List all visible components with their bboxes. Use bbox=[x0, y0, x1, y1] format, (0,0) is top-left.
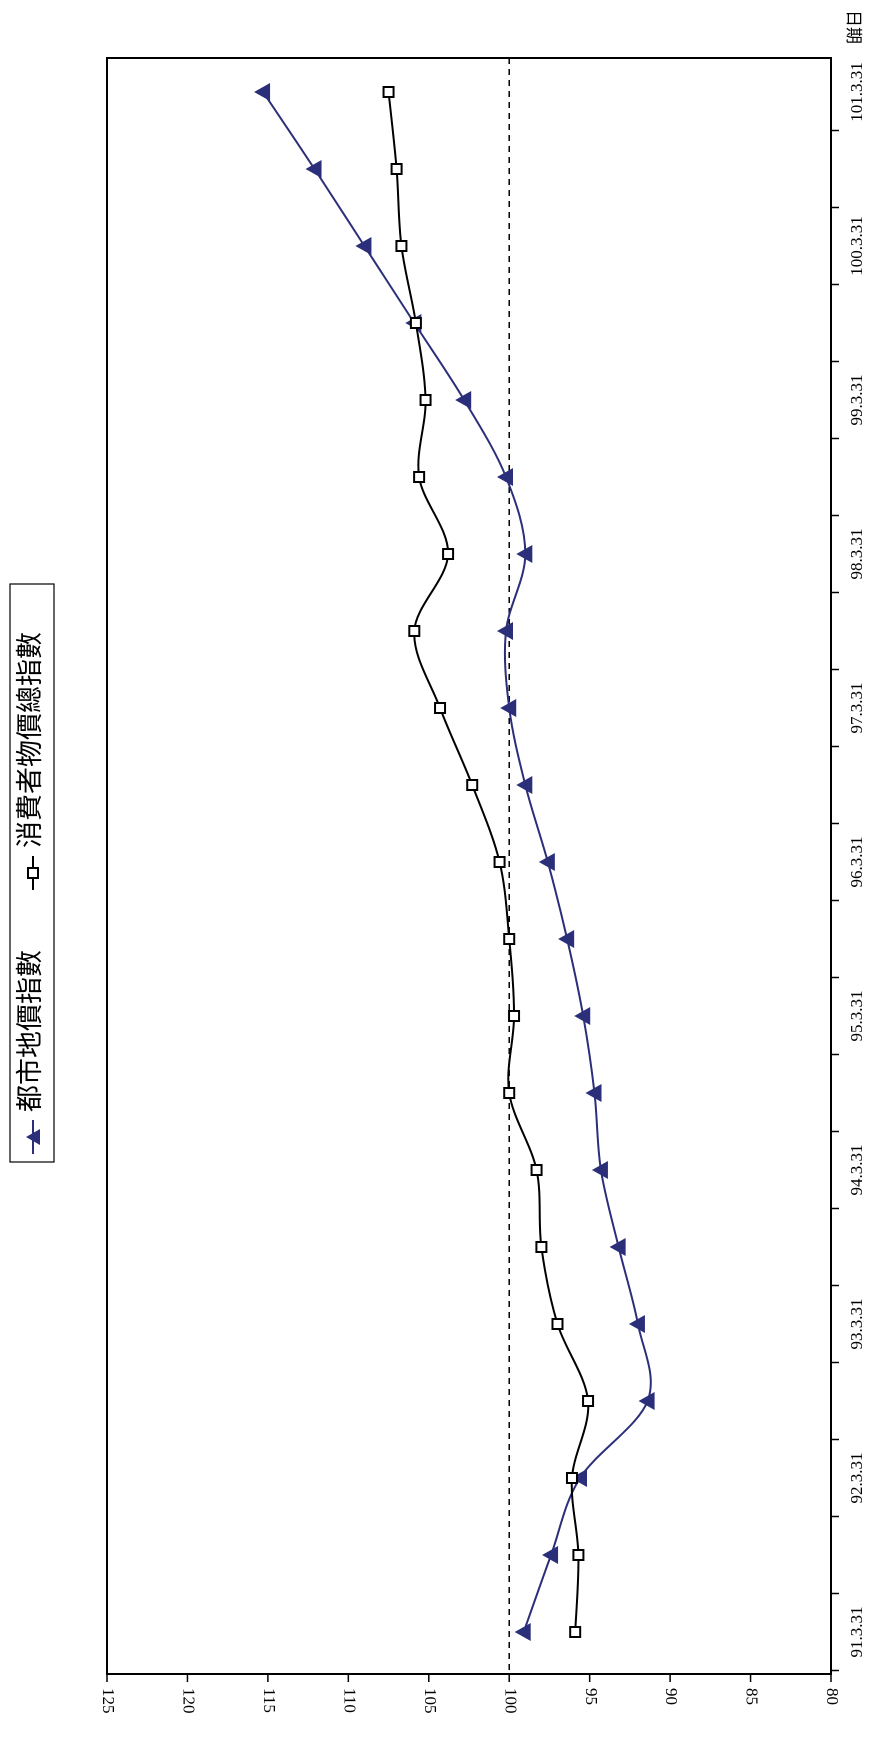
value-tick-label: 105 bbox=[421, 1688, 440, 1714]
date-tick-label: 98.3.31 bbox=[847, 529, 866, 580]
data-point-square bbox=[565, 1472, 578, 1484]
data-point-triangle bbox=[591, 1161, 608, 1179]
data-point-triangle bbox=[497, 468, 514, 486]
date-tick-label: 101.3.31 bbox=[847, 62, 866, 122]
x-axis-title: 日期 bbox=[844, 10, 863, 44]
data-point-triangle bbox=[638, 1392, 655, 1410]
data-point-triangle bbox=[254, 83, 271, 101]
value-tick-label: 95 bbox=[582, 1688, 601, 1705]
series-1 bbox=[382, 86, 595, 1638]
data-point-square bbox=[419, 394, 432, 406]
data-point-square bbox=[535, 1241, 548, 1253]
date-tick-label: 96.3.31 bbox=[847, 837, 866, 888]
value-tick-label: 80 bbox=[823, 1688, 842, 1705]
date-tick-label: 93.3.31 bbox=[847, 1299, 866, 1350]
data-point-triangle bbox=[500, 699, 517, 717]
data-point-square bbox=[569, 1626, 582, 1638]
data-point-triangle bbox=[497, 622, 514, 640]
data-point-triangle bbox=[455, 391, 472, 409]
data-point-square bbox=[551, 1318, 564, 1330]
data-point-square bbox=[434, 702, 447, 714]
data-point-square bbox=[382, 86, 395, 98]
data-point-square bbox=[572, 1549, 585, 1561]
plot-frame bbox=[106, 57, 832, 1675]
data-point-triangle bbox=[558, 930, 575, 948]
data-point-triangle bbox=[571, 1469, 588, 1487]
data-point-square bbox=[508, 1010, 521, 1022]
legend-label-cpi: 消費者物價總指數 bbox=[15, 632, 45, 848]
data-point-square bbox=[390, 163, 403, 175]
value-tick-label: 110 bbox=[340, 1688, 359, 1713]
date-tick-label: 94.3.31 bbox=[847, 1145, 866, 1196]
value-tick-label: 100 bbox=[501, 1688, 520, 1714]
axis-layer: 80 85 90 95 100 105 110 115 120 125 91.3.31 92.3.31… bbox=[99, 62, 866, 1713]
data-point-square bbox=[408, 625, 421, 637]
date-tick-label: 99.3.31 bbox=[847, 375, 866, 426]
data-point-square bbox=[493, 856, 506, 868]
value-tick-label: 90 bbox=[662, 1688, 681, 1705]
data-point-triangle bbox=[609, 1238, 626, 1256]
data-point-triangle bbox=[516, 545, 533, 563]
data-point-triangle bbox=[355, 237, 372, 255]
date-tick-label: 95.3.31 bbox=[847, 991, 866, 1042]
date-tick-label: 92.3.31 bbox=[847, 1453, 866, 1504]
value-tick-label: 125 bbox=[99, 1688, 118, 1714]
data-point-square bbox=[503, 933, 516, 945]
legend-marker-cpi bbox=[27, 867, 39, 879]
data-point-square bbox=[413, 471, 426, 483]
data-point-square bbox=[442, 548, 455, 560]
legend-marker-land bbox=[26, 1129, 40, 1145]
data-point-square bbox=[503, 1087, 516, 1099]
value-tick-label: 85 bbox=[743, 1688, 762, 1705]
series-layer bbox=[254, 83, 655, 1641]
data-point-square bbox=[466, 779, 479, 791]
legend-label-land: 都市地價指數 bbox=[15, 950, 45, 1112]
data-point-triangle bbox=[538, 853, 555, 871]
data-point-triangle bbox=[585, 1084, 602, 1102]
data-point-triangle bbox=[514, 1623, 531, 1641]
data-point-square bbox=[409, 317, 422, 329]
data-point-triangle bbox=[574, 1007, 591, 1025]
data-point-triangle bbox=[305, 160, 322, 178]
value-tick-label: 115 bbox=[260, 1688, 279, 1713]
series-0 bbox=[254, 83, 655, 1641]
date-tick-label: 100.3.31 bbox=[847, 216, 866, 276]
value-tick-label: 120 bbox=[180, 1688, 199, 1714]
data-point-square bbox=[530, 1164, 543, 1176]
legend: 都市地價指數 消費者物價總指數 bbox=[9, 583, 55, 1163]
data-point-triangle bbox=[542, 1546, 559, 1564]
data-point-triangle bbox=[628, 1315, 645, 1333]
date-tick-label: 91.3.31 bbox=[847, 1607, 866, 1658]
date-tick-label: 97.3.31 bbox=[847, 683, 866, 734]
data-point-triangle bbox=[516, 776, 533, 794]
data-point-square bbox=[582, 1395, 595, 1407]
data-point-square bbox=[395, 240, 408, 252]
